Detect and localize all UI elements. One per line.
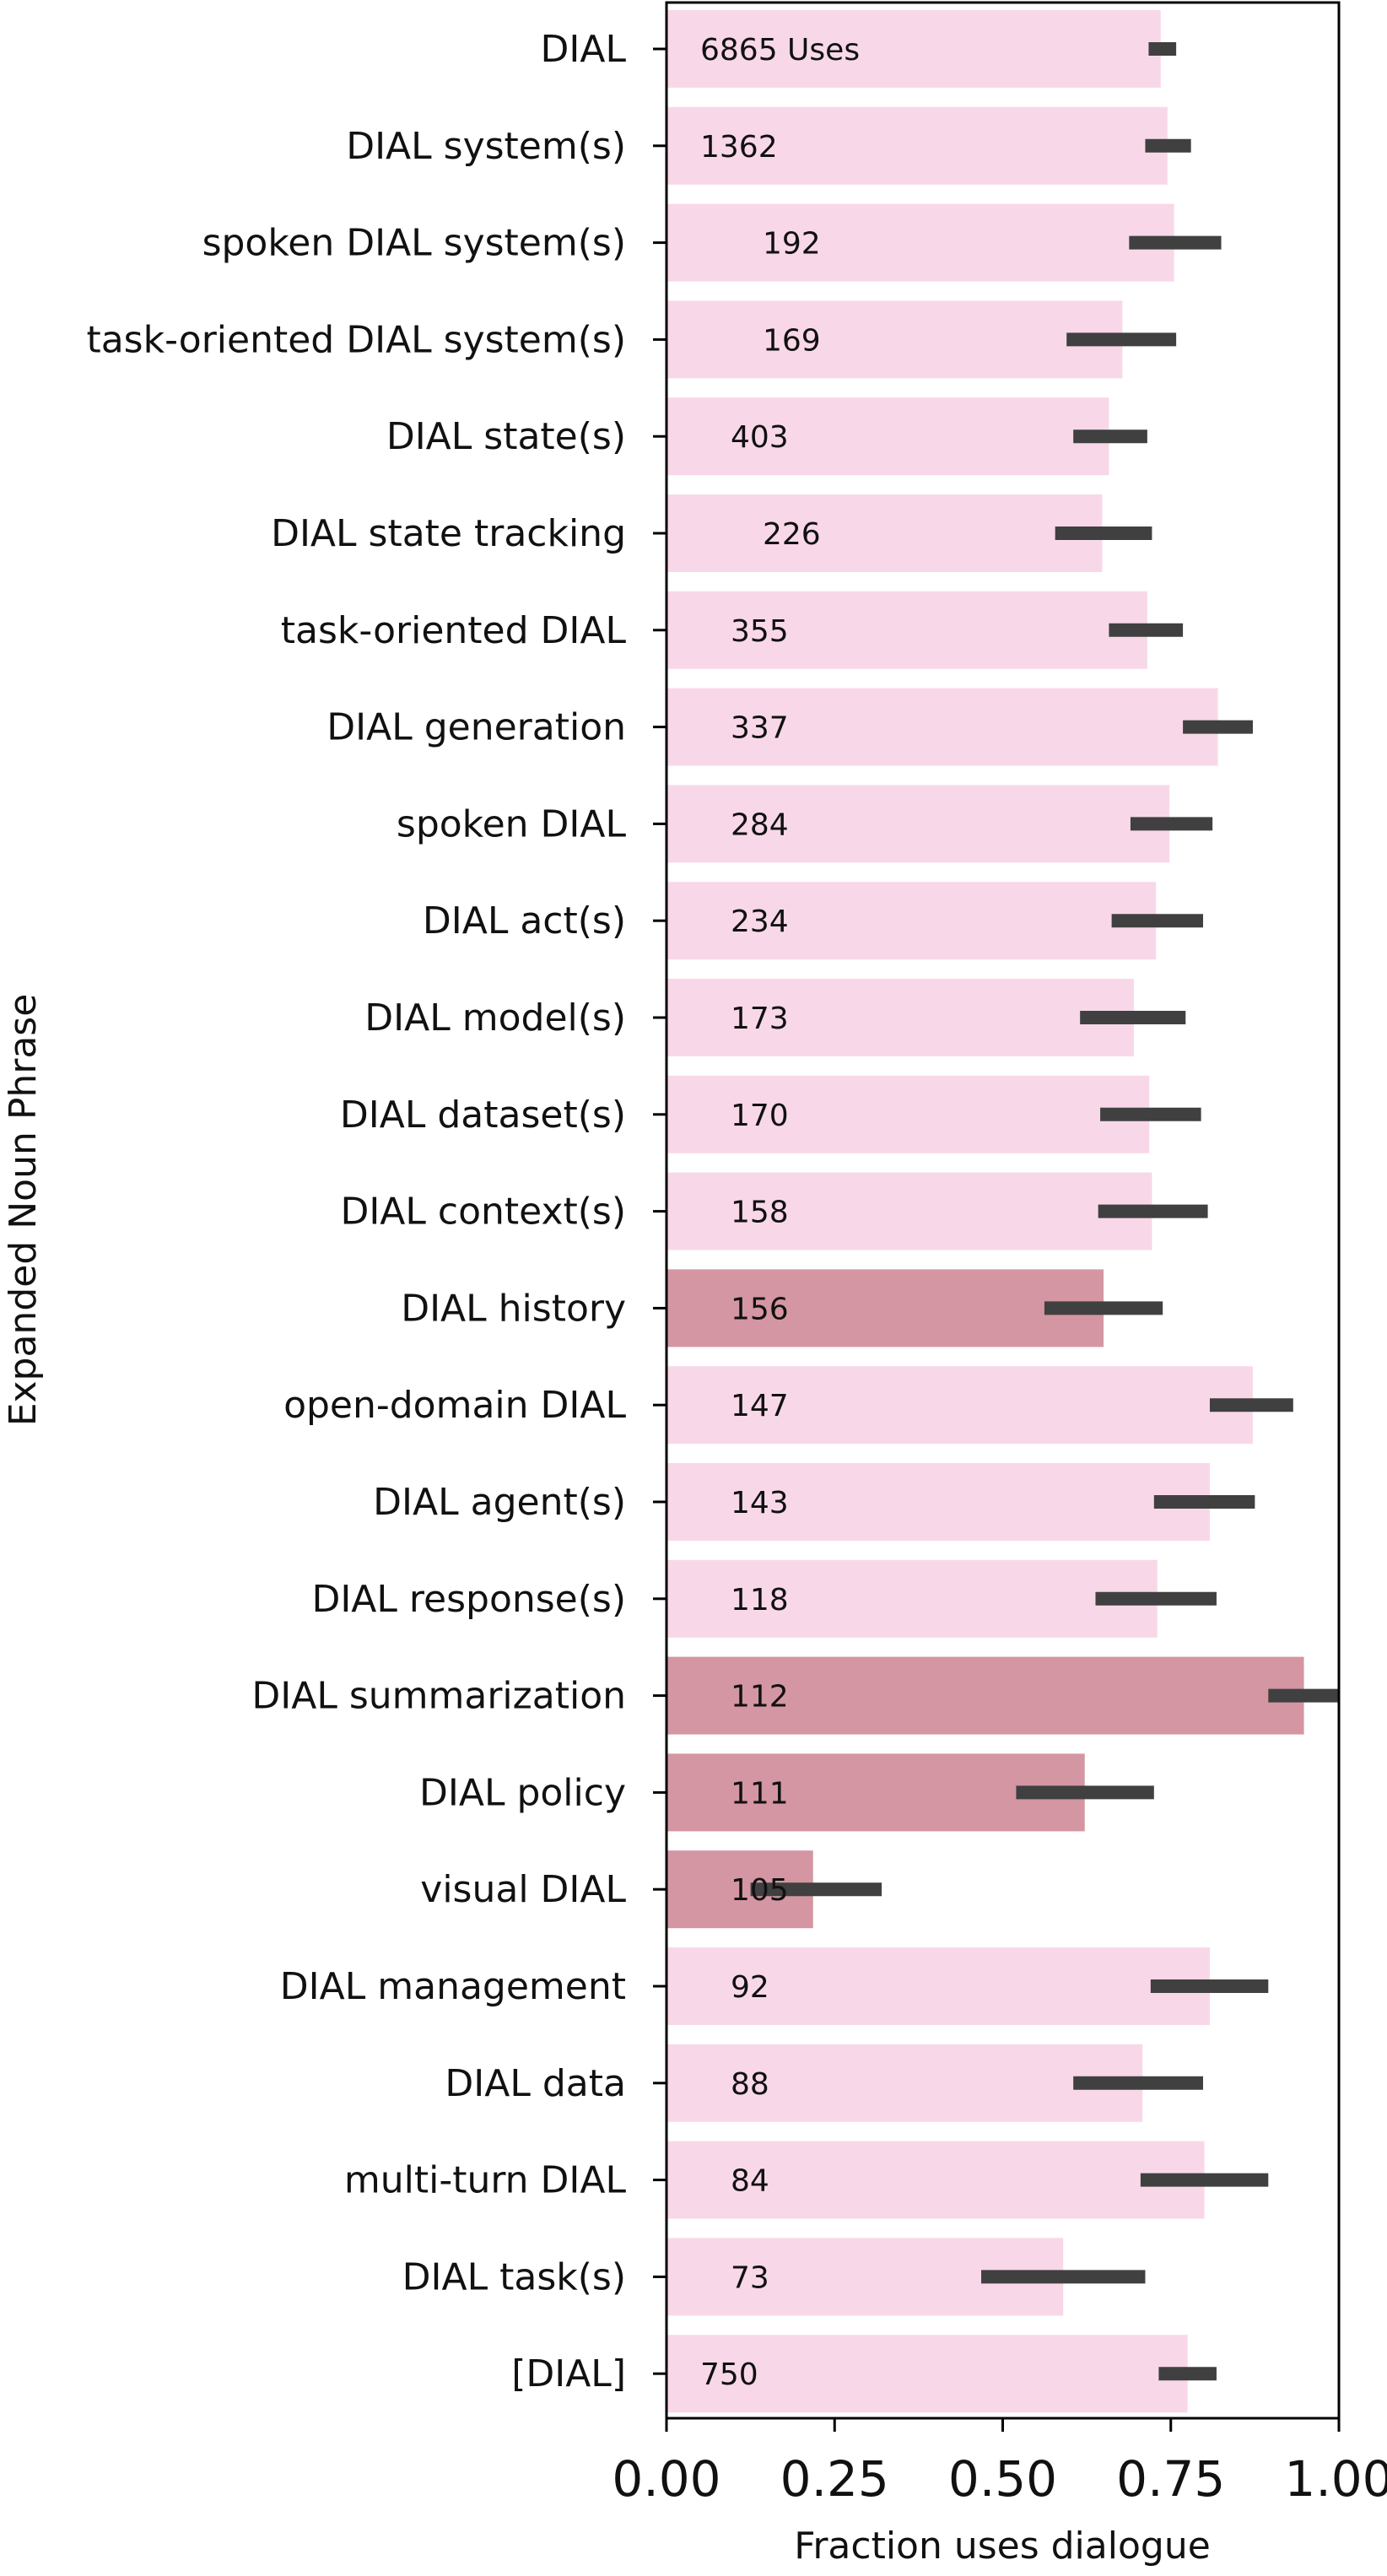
count-label-6: 355 bbox=[731, 614, 789, 649]
y-tick-label-4: DIAL state(s) bbox=[386, 415, 626, 458]
bar-14 bbox=[667, 1366, 1253, 1445]
error-bars-layer bbox=[750, 42, 1339, 2381]
count-label-15: 143 bbox=[731, 1486, 789, 1520]
y-tick-label-15: DIAL agent(s) bbox=[373, 1481, 626, 1524]
bar-20 bbox=[667, 1947, 1210, 2025]
count-label-23: 73 bbox=[731, 2260, 769, 2295]
count-label-13: 156 bbox=[731, 1292, 789, 1326]
count-label-7: 337 bbox=[731, 711, 789, 746]
x-tick-label-4: 1.00 bbox=[1284, 2450, 1387, 2508]
count-label-0: 6865 Uses bbox=[700, 33, 860, 68]
y-tick-label-10: DIAL model(s) bbox=[364, 996, 626, 1040]
y-tick-label-3: task-oriented DIAL system(s) bbox=[86, 318, 626, 361]
count-label-10: 173 bbox=[731, 1002, 789, 1036]
x-tick-label-3: 0.75 bbox=[1116, 2450, 1225, 2508]
count-label-24: 750 bbox=[700, 2357, 758, 2392]
bar-24 bbox=[667, 2335, 1188, 2413]
bar-10 bbox=[667, 979, 1134, 1056]
y-tick-label-20: DIAL management bbox=[280, 1965, 626, 2008]
x-tick-label-0: 0.00 bbox=[612, 2450, 720, 2508]
y-tick-label-24: [DIAL] bbox=[511, 2352, 626, 2395]
count-label-14: 147 bbox=[731, 1389, 789, 1423]
x-axis: 0.00 0.25 0.50 0.75 1.00 bbox=[612, 2418, 1387, 2508]
x-axis-title: Fraction uses dialogue bbox=[794, 2525, 1211, 2568]
count-label-3: 169 bbox=[763, 323, 821, 358]
count-label-12: 158 bbox=[731, 1196, 789, 1230]
count-label-2: 192 bbox=[763, 227, 821, 262]
y-tick-label-13: DIAL history bbox=[401, 1287, 626, 1330]
bar-3 bbox=[667, 300, 1123, 379]
count-label-1: 1362 bbox=[700, 130, 778, 165]
y-tick-label-22: multi-turn DIAL bbox=[344, 2159, 627, 2202]
y-tick-label-7: DIAL generation bbox=[327, 706, 626, 749]
y-tick-label-17: DIAL summarization bbox=[251, 1675, 626, 1718]
y-axis-title: Expanded Noun Phrase bbox=[2, 994, 45, 1427]
bar-22 bbox=[667, 2141, 1205, 2219]
bar-12 bbox=[667, 1172, 1152, 1250]
y-tick-label-12: DIAL context(s) bbox=[340, 1191, 626, 1234]
y-tick-label-19: visual DIAL bbox=[420, 1868, 626, 1911]
y-tick-label-23: DIAL task(s) bbox=[402, 2255, 626, 2298]
bar-16 bbox=[667, 1559, 1158, 1638]
y-tick-label-11: DIAL dataset(s) bbox=[340, 1094, 626, 1137]
y-axis: DIAL DIAL system(s) spoken DIAL system(s) t… bbox=[86, 28, 667, 2395]
bar-1 bbox=[667, 106, 1168, 185]
count-label-5: 226 bbox=[763, 517, 821, 552]
count-label-4: 403 bbox=[731, 420, 789, 455]
count-label-8: 284 bbox=[731, 807, 789, 842]
count-label-19: 105 bbox=[731, 1873, 789, 1908]
count-label-18: 111 bbox=[731, 1776, 789, 1811]
count-label-16: 118 bbox=[731, 1583, 789, 1617]
y-tick-label-18: DIAL policy bbox=[419, 1771, 626, 1814]
count-label-22: 84 bbox=[731, 2164, 769, 2199]
count-label-17: 112 bbox=[731, 1680, 789, 1715]
bar-7 bbox=[667, 688, 1218, 766]
y-tick-label-6: task-oriented DIAL bbox=[281, 609, 627, 652]
count-label-21: 88 bbox=[731, 2067, 769, 2102]
bar-4 bbox=[667, 397, 1109, 476]
count-label-20: 92 bbox=[731, 1970, 769, 2005]
count-labels-layer: 6865 Uses 1362 192 169 403 226 355 337 284 234 173… bbox=[700, 33, 860, 2392]
bar-13 bbox=[667, 1269, 1104, 1347]
bars-layer bbox=[667, 10, 1304, 2413]
bar-15 bbox=[667, 1463, 1210, 1541]
bar-18 bbox=[667, 1753, 1085, 1832]
count-label-9: 234 bbox=[731, 905, 789, 939]
y-tick-label-8: spoken DIAL bbox=[397, 802, 627, 845]
x-tick-label-2: 0.50 bbox=[948, 2450, 1057, 2508]
bar-9 bbox=[667, 882, 1157, 960]
y-tick-label-1: DIAL system(s) bbox=[346, 125, 626, 168]
y-tick-label-9: DIAL act(s) bbox=[423, 899, 626, 942]
bar-2 bbox=[667, 203, 1174, 282]
x-tick-label-1: 0.25 bbox=[780, 2450, 889, 2508]
bar-0 bbox=[667, 10, 1161, 88]
y-tick-label-21: DIAL data bbox=[445, 2062, 626, 2105]
bar-8 bbox=[667, 785, 1170, 863]
y-tick-label-0: DIAL bbox=[541, 28, 627, 71]
y-tick-label-2: spoken DIAL system(s) bbox=[202, 222, 626, 265]
bar-6 bbox=[667, 591, 1147, 669]
bar-21 bbox=[667, 2044, 1143, 2122]
bar-17 bbox=[667, 1656, 1304, 1735]
y-tick-label-16: DIAL response(s) bbox=[311, 1578, 626, 1621]
bar-11 bbox=[667, 1075, 1150, 1153]
count-label-11: 170 bbox=[731, 1099, 789, 1133]
y-tick-label-14: open-domain DIAL bbox=[283, 1384, 626, 1427]
y-tick-label-5: DIAL state tracking bbox=[271, 512, 626, 555]
bar-5 bbox=[667, 494, 1103, 572]
